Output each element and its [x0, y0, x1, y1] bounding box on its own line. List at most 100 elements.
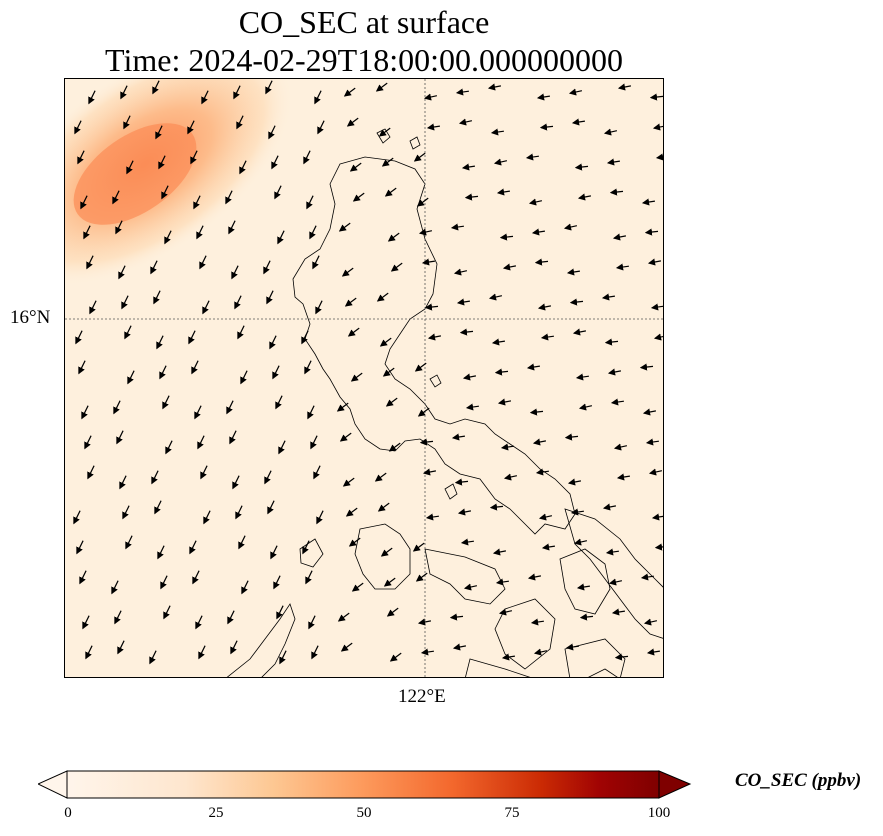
wind-arrow-36: [239, 160, 247, 175]
wind-arrow-161: [116, 430, 124, 445]
wind-arrow-177: [119, 475, 127, 490]
wind-arrow-107: [488, 293, 503, 301]
wind-arrow-57: [416, 197, 429, 207]
wind-arrow-2: [152, 80, 160, 95]
wind-arrow-70: [309, 225, 317, 240]
wind-arrow-109: [569, 298, 584, 306]
wind-arrow-165: [278, 440, 286, 455]
wind-arrow-126: [604, 338, 619, 346]
wind-arrow-1: [120, 85, 128, 100]
wind-arrow-264: [389, 652, 402, 662]
wind-arrow-173: [564, 433, 579, 441]
wind-arrow-220: [541, 543, 555, 551]
wind-arrow-209: [125, 535, 133, 550]
wind-arrow-105: [424, 303, 439, 311]
wind-arrow-111: [650, 303, 663, 311]
wind-arrow-8: [375, 82, 388, 92]
wind-arrow-91: [502, 263, 517, 271]
wind-arrow-66: [164, 230, 172, 245]
wind-arrow-198: [316, 510, 324, 525]
wind-arrow-178: [151, 470, 159, 485]
wind-arrow-171: [500, 443, 514, 451]
wind-arrow-61: [577, 193, 592, 201]
wind-arrow-201: [425, 513, 439, 521]
wind-arrow-65: [115, 220, 123, 235]
wind-arrow-20: [236, 115, 244, 130]
latitude-label: 16°N: [10, 307, 51, 328]
wind-arrow-42: [461, 163, 475, 171]
wind-arrow-100: [234, 295, 242, 310]
wind-vectors: [73, 80, 663, 665]
wind-arrow-96: [89, 300, 97, 315]
colorbar-tick-25: 25: [208, 805, 224, 821]
wind-arrow-76: [531, 228, 545, 236]
wind-arrow-189: [567, 478, 582, 486]
wind-arrow-237: [576, 583, 590, 591]
wind-arrow-204: [538, 513, 553, 521]
wind-arrow-268: [533, 648, 548, 656]
wind-arrow-120: [379, 337, 392, 347]
chart-title: CO_SEC at surface: [238, 4, 490, 40]
colorbar-tick-75: 75: [504, 805, 520, 821]
wind-arrow-130: [159, 365, 167, 380]
wind-arrow-140: [526, 363, 540, 371]
wind-arrow-4: [233, 85, 241, 100]
wind-arrow-53: [274, 185, 282, 200]
wind-arrow-52: [225, 190, 233, 205]
wind-arrow-135: [350, 372, 363, 382]
wind-arrow-256: [85, 645, 93, 660]
wind-arrow-102: [315, 300, 323, 315]
wind-arrow-33: [126, 160, 134, 175]
wind-arrow-203: [489, 503, 504, 511]
wind-arrow-112: [75, 330, 83, 345]
wind-arrow-103: [344, 297, 357, 307]
wind-arrow-168: [388, 442, 401, 452]
wind-arrow-7: [343, 87, 356, 97]
wind-arrow-195: [203, 510, 211, 525]
wind-arrow-266: [452, 643, 467, 651]
wind-arrow-174: [613, 443, 628, 451]
wind-arrow-44: [525, 153, 539, 161]
wind-arrow-223: [654, 543, 663, 551]
wind-arrow-28: [539, 123, 554, 131]
colorbar: [38, 770, 692, 799]
wind-arrow-227: [192, 570, 200, 585]
colorbar-tick-50: 50: [356, 805, 372, 821]
wind-arrow-258: [149, 650, 157, 665]
wind-arrow-9: [423, 93, 438, 101]
wind-arrow-160: [84, 435, 92, 450]
wind-arrow-83: [199, 255, 207, 270]
wind-arrow-5: [265, 80, 273, 95]
wind-arrow-60: [528, 198, 543, 206]
wind-arrow-39: [349, 162, 362, 172]
wind-arrow-200: [377, 502, 390, 512]
wind-arrow-243: [195, 615, 203, 630]
chart-subtitle-time: Time: 2024-02-29T18:00:00.000000000: [105, 42, 623, 78]
longitude-label: 122°E: [398, 686, 446, 707]
wind-arrow-179: [200, 465, 208, 480]
wind-arrow-117: [269, 335, 277, 350]
wind-arrow-219: [492, 548, 507, 556]
wind-arrow-234: [463, 583, 478, 591]
wind-arrow-75: [499, 233, 514, 241]
wind-arrow-97: [121, 295, 129, 310]
wind-arrow-14: [617, 83, 632, 91]
wind-arrow-129: [127, 370, 135, 385]
wind-arrow-193: [122, 505, 130, 520]
wind-arrow-17: [123, 115, 131, 130]
wind-arrow-181: [264, 470, 272, 485]
wind-arrow-261: [279, 650, 287, 665]
wind-arrow-45: [574, 163, 589, 171]
wind-arrow-49: [112, 190, 120, 205]
wind-arrow-217: [412, 542, 425, 552]
wind-arrow-185: [422, 468, 437, 476]
wind-arrow-43: [493, 158, 508, 166]
wind-arrow-110: [601, 293, 615, 301]
wind-arrow-169: [419, 438, 434, 446]
wind-arrow-26: [458, 118, 473, 126]
wind-arrow-143: [639, 363, 654, 371]
wind-arrow-142: [607, 368, 622, 376]
wind-arrow-156: [529, 408, 544, 416]
wind-arrow-249: [417, 618, 432, 626]
colorbar-label: CO_SEC (ppbv): [735, 770, 862, 791]
